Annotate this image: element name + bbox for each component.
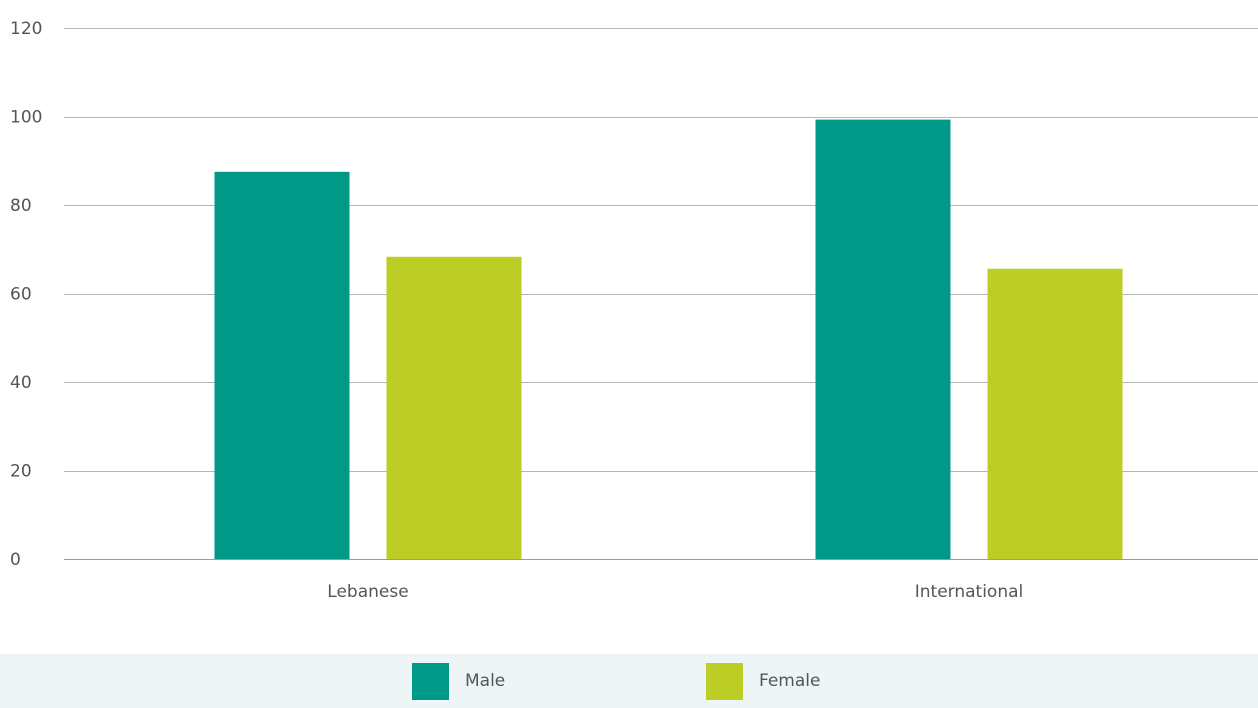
y-tick-label: 20 — [10, 462, 32, 482]
y-axis-ticks: 0 20 40 60 80 100 120 — [10, 19, 42, 570]
bar-lebanese-male — [214, 171, 350, 559]
legend-label-female: Female — [759, 671, 821, 691]
legend: Male Female — [0, 654, 1258, 708]
legend-label-male: Male — [465, 671, 506, 691]
y-tick-label: 0 — [10, 550, 21, 570]
bar-lebanese-female — [386, 256, 522, 559]
bar-international-male — [815, 119, 951, 559]
legend-item-male: Male — [412, 654, 505, 708]
legend-swatch-female — [706, 662, 743, 700]
y-tick-label: 80 — [10, 196, 32, 216]
x-category-label: International — [915, 582, 1024, 602]
y-tick-label: 100 — [10, 108, 42, 128]
y-tick-label: 120 — [10, 19, 42, 39]
bars — [214, 119, 1123, 559]
legend-swatch-male — [412, 662, 449, 700]
legend-item-female: Female — [706, 654, 820, 708]
x-category-label: Lebanese — [327, 582, 408, 602]
y-tick-label: 60 — [10, 285, 32, 305]
y-tick-label: 40 — [10, 373, 32, 393]
bar-international-female — [987, 268, 1123, 559]
bar-chart: 0 20 40 60 80 100 120 Lebanese International — [10, 19, 1258, 602]
x-axis-labels: Lebanese International — [327, 582, 1023, 602]
